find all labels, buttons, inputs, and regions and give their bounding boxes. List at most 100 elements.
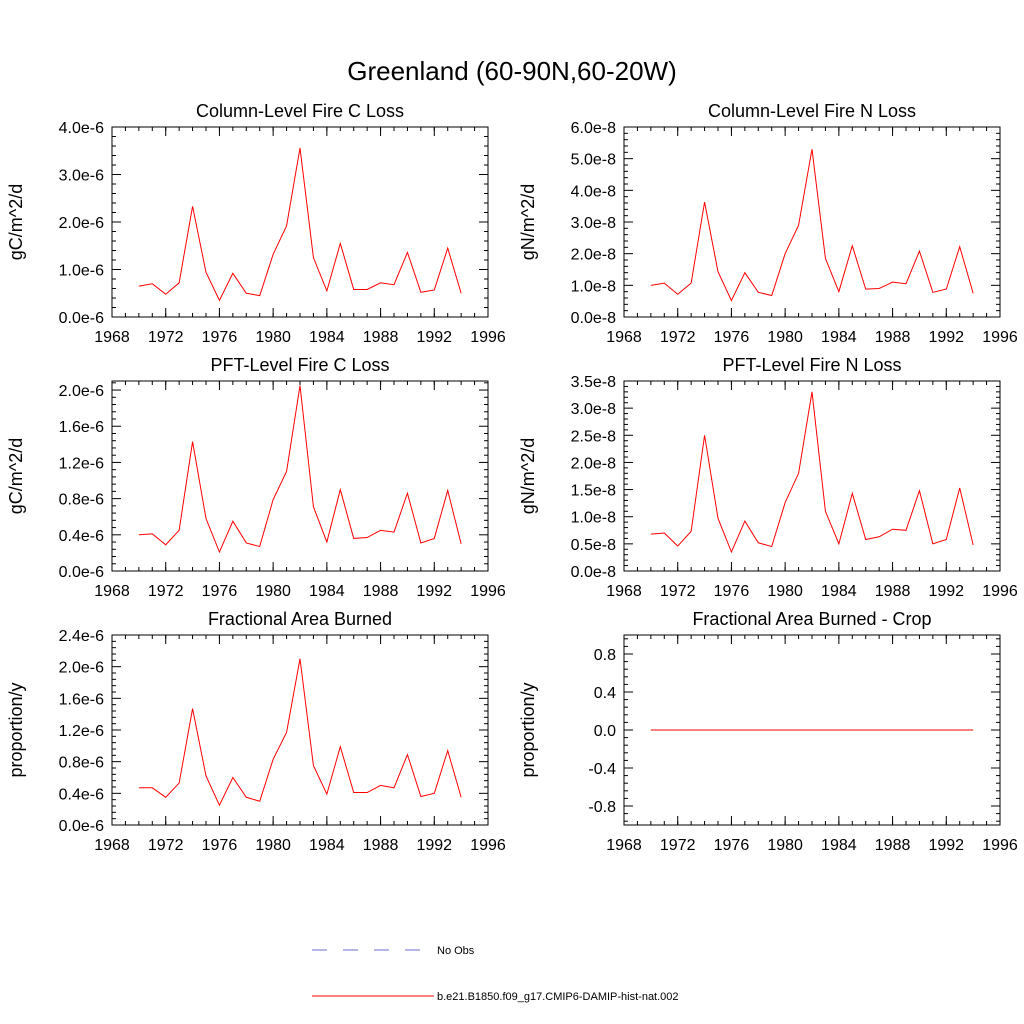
x-tick-label: 1968 [94, 837, 130, 854]
y-tick-label: 0.0e-6 [59, 818, 104, 835]
panel-title: PFT-Level Fire N Loss [722, 355, 901, 375]
y-tick-label: 1.0e-6 [59, 263, 104, 280]
y-tick-label: 2.0e-6 [59, 215, 104, 232]
y-tick-label: 0.0e-6 [59, 564, 104, 581]
y-tick-label: 0.4e-6 [59, 528, 104, 545]
y-tick-label: 0.8 [594, 647, 616, 664]
x-tick-label: 1968 [606, 329, 642, 346]
panel-2: Column-Level Fire N Loss 1968 1972 1976 1980… [518, 101, 1018, 346]
series-line [138, 385, 462, 554]
x-tick-label: 1976 [714, 837, 750, 854]
x-tick-label: 1980 [767, 583, 803, 600]
y-tick-label: 1.5e-8 [571, 483, 616, 500]
plot-frame [111, 126, 489, 318]
y-tick-label: 2.4e-6 [59, 628, 104, 645]
panel-title: Column-Level Fire N Loss [708, 101, 916, 121]
panel-title: Column-Level Fire C Loss [196, 101, 404, 121]
x-tick-label: 1968 [606, 583, 642, 600]
x-tick-label: 1972 [148, 329, 184, 346]
x-tick-label: 1968 [606, 837, 642, 854]
x-tick-label: 1976 [202, 583, 238, 600]
x-tick-label: 1984 [309, 329, 345, 346]
y-tick-label: 3.0e-8 [571, 401, 616, 418]
x-tick-label: 1980 [255, 329, 291, 346]
y-tick-label: 1.0e-8 [571, 278, 616, 295]
panel-1: Column-Level Fire C Loss 1968 1972 1976 1980… [6, 101, 506, 346]
x-tick-label: 1984 [309, 583, 345, 600]
x-tick-label: 1968 [94, 583, 130, 600]
x-tick-label: 1996 [470, 837, 506, 854]
y-tick-label: 0.8e-6 [59, 492, 104, 509]
y-tick-label: 6.0e-8 [571, 120, 616, 137]
y-axis-label: gC/m^2/d [6, 438, 26, 514]
x-tick-label: 1988 [363, 837, 399, 854]
panel-title: Fractional Area Burned [208, 609, 392, 629]
x-tick-label: 1988 [875, 583, 911, 600]
y-tick-label: 3.0e-8 [571, 215, 616, 232]
x-tick-label: 1976 [714, 583, 750, 600]
x-tick-label: 1992 [928, 837, 964, 854]
x-tick-label: 1984 [821, 837, 857, 854]
x-tick-label: 1992 [416, 329, 452, 346]
y-tick-label: 0.0e-8 [571, 564, 616, 581]
y-tick-label: 0.4 [594, 685, 616, 702]
y-tick-label: 2.0e-8 [571, 455, 616, 472]
x-tick-label: 1988 [875, 837, 911, 854]
y-tick-label: 1.0e-8 [571, 510, 616, 527]
panel-5: Fractional Area Burned 1968 1972 1976 1980 19… [6, 609, 506, 854]
x-tick-label: 1996 [982, 329, 1018, 346]
x-tick-label: 1984 [309, 837, 345, 854]
x-tick-label: 1996 [982, 583, 1018, 600]
y-axis-label: gC/m^2/d [6, 184, 26, 260]
x-tick-label: 1972 [660, 329, 696, 346]
series-line [650, 391, 974, 554]
x-tick-label: 1968 [94, 329, 130, 346]
x-tick-label: 1980 [255, 583, 291, 600]
x-tick-label: 1972 [660, 837, 696, 854]
plot-frame [623, 126, 1001, 318]
x-tick-label: 1984 [821, 329, 857, 346]
x-tick-label: 1980 [767, 329, 803, 346]
x-tick-label: 1980 [767, 837, 803, 854]
x-tick-label: 1996 [470, 583, 506, 600]
panel-title: PFT-Level Fire C Loss [210, 355, 389, 375]
y-tick-label: 0.8e-6 [59, 755, 104, 772]
x-tick-label: 1992 [416, 837, 452, 854]
y-tick-label: 0.0e-8 [571, 310, 616, 327]
y-tick-label: -0.4 [588, 761, 616, 778]
x-tick-label: 1996 [982, 837, 1018, 854]
x-tick-label: 1988 [363, 329, 399, 346]
legend-label: b.e21.B1850.f09_g17.CMIP6-DAMIP-hist-nat… [437, 991, 679, 1003]
y-tick-label: 4.0e-8 [571, 183, 616, 200]
panel-4: PFT-Level Fire N Loss 1968 1972 1976 1980 198… [518, 355, 1018, 600]
series-line [138, 147, 462, 302]
x-tick-label: 1996 [470, 329, 506, 346]
x-tick-label: 1992 [416, 583, 452, 600]
y-tick-label: 1.6e-6 [59, 419, 104, 436]
y-tick-label: 1.2e-6 [59, 455, 104, 472]
plot-frame [111, 634, 489, 826]
series-line [138, 658, 462, 807]
x-tick-label: 1972 [148, 837, 184, 854]
y-tick-label: 3.5e-8 [571, 374, 616, 391]
x-tick-label: 1980 [255, 837, 291, 854]
legend-label: No Obs [437, 945, 475, 957]
y-tick-label: 2.0e-6 [59, 383, 104, 400]
y-axis-label: gN/m^2/d [518, 438, 538, 514]
panel-3: PFT-Level Fire C Loss 1968 1972 1976 1980 198… [6, 355, 506, 600]
x-tick-label: 1976 [714, 329, 750, 346]
x-tick-label: 1988 [363, 583, 399, 600]
y-tick-label: 1.2e-6 [59, 723, 104, 740]
x-tick-label: 1976 [202, 329, 238, 346]
y-tick-label: 2.5e-8 [571, 428, 616, 445]
panel-6: Fractional Area Burned - Crop 1968 1972 197… [518, 609, 1018, 854]
y-tick-label: 3.0e-6 [59, 168, 104, 185]
y-tick-label: 0.4e-6 [59, 786, 104, 803]
legend: No Obs b.e21.B1850.f09_g17.CMIP6-DAMIP-hi… [312, 945, 679, 1003]
x-tick-label: 1992 [928, 583, 964, 600]
panels: Column-Level Fire C Loss 1968 1972 1976 1980… [6, 101, 1018, 854]
y-axis-label: proportion/y [6, 682, 26, 777]
y-tick-label: -0.8 [588, 799, 616, 816]
x-tick-label: 1992 [928, 329, 964, 346]
y-tick-label: 5.0e-8 [571, 152, 616, 169]
